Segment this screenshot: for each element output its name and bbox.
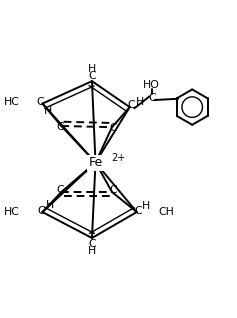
Text: Fe: Fe [88,156,103,169]
Text: C: C [56,122,64,132]
Text: C: C [56,185,64,195]
Text: C: C [88,239,96,249]
Text: H: H [88,64,96,74]
Text: 2+: 2+ [111,153,125,163]
Text: H: H [46,200,54,211]
Text: HC: HC [4,207,20,217]
Text: H: H [88,246,96,256]
Text: C: C [88,71,96,81]
Text: C: C [109,123,117,133]
Text: C: C [148,93,156,103]
Text: C: C [128,100,135,110]
Text: H: H [142,201,150,211]
Text: H: H [136,97,144,107]
Text: C: C [134,206,142,216]
Text: CH: CH [158,207,174,217]
Text: C: C [37,206,45,216]
Text: HC: HC [4,97,20,107]
Text: HO: HO [142,80,159,90]
Text: C: C [37,97,44,107]
Text: H: H [44,106,52,116]
Text: C: C [109,185,117,195]
